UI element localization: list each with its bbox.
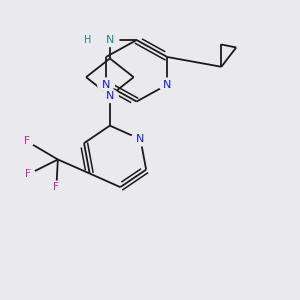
Ellipse shape <box>20 135 34 147</box>
Ellipse shape <box>131 133 150 146</box>
Text: N: N <box>106 91 114 101</box>
Text: H: H <box>84 35 91 45</box>
Ellipse shape <box>101 34 119 46</box>
Ellipse shape <box>98 78 114 91</box>
Ellipse shape <box>21 168 35 180</box>
Text: F: F <box>24 136 30 146</box>
Ellipse shape <box>49 181 64 193</box>
Text: N: N <box>106 35 114 45</box>
Text: N: N <box>163 80 171 90</box>
Text: N: N <box>136 134 145 144</box>
Ellipse shape <box>159 78 175 91</box>
Text: N: N <box>102 80 110 90</box>
Ellipse shape <box>102 89 118 102</box>
Text: F: F <box>25 169 31 179</box>
Text: F: F <box>53 182 59 192</box>
